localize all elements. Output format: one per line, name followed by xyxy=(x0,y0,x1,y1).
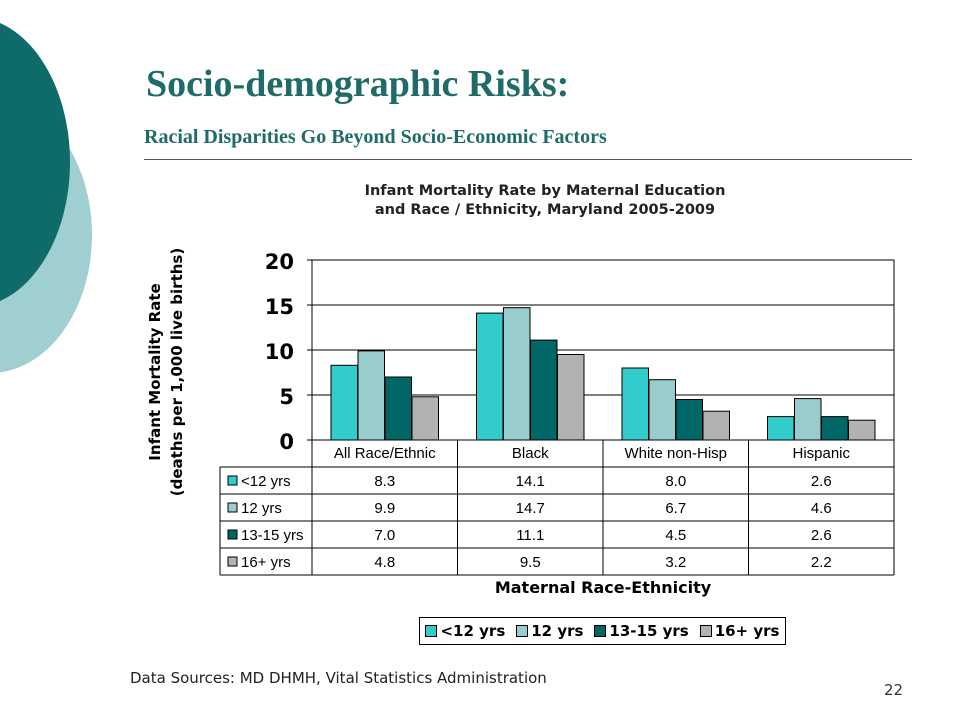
bar xyxy=(848,419,876,441)
legend-item-12: 12 yrs xyxy=(516,622,583,640)
table-value: 9.9 xyxy=(374,500,395,517)
legend-swatch xyxy=(425,625,438,637)
chart-legend: <12 yrs 12 yrs 13-15 yrs 16+ yrs xyxy=(419,617,786,645)
legend-item-16-plus: 16+ yrs xyxy=(699,622,780,640)
table-value: 2.6 xyxy=(811,473,832,490)
y-tick-label: 10 xyxy=(265,340,294,364)
bar xyxy=(503,307,531,441)
x-axis-label: Maternal Race-Ethnicity xyxy=(494,578,712,597)
table-value: 14.7 xyxy=(516,500,545,517)
legend-label: 13-15 yrs xyxy=(609,622,689,640)
legend-swatch xyxy=(516,625,529,637)
table-legend-swatch xyxy=(227,556,238,567)
table-value: 8.0 xyxy=(665,473,686,490)
legend-item-13-15: 13-15 yrs xyxy=(594,622,689,640)
title-divider xyxy=(144,159,912,160)
y-tick-label: 20 xyxy=(265,250,294,274)
bar xyxy=(330,364,358,441)
slide-title: Socio-demographic Risks: xyxy=(146,63,570,105)
bar xyxy=(411,396,439,441)
legend-swatch xyxy=(699,625,712,637)
table-value: 6.7 xyxy=(665,500,686,517)
table-series-label: <12 yrs xyxy=(241,473,291,490)
chart-title-line-2: and Race / Ethnicity, Maryland 2005-2009 xyxy=(374,202,716,218)
bar xyxy=(702,410,730,441)
category-label: All Race/Ethnic xyxy=(334,445,436,462)
bar xyxy=(621,367,649,441)
table-value: 2.2 xyxy=(811,554,832,571)
table-value: 9.5 xyxy=(520,554,541,571)
decor-circle-dark xyxy=(0,23,70,301)
table-value: 8.3 xyxy=(374,473,395,490)
bar xyxy=(648,379,676,441)
bar xyxy=(794,398,822,441)
bar xyxy=(675,399,703,441)
bar xyxy=(767,416,795,441)
y-tick-label: 5 xyxy=(279,385,294,409)
slide-subtitle: Racial Disparities Go Beyond Socio-Econo… xyxy=(144,126,607,148)
legend-label: 16+ yrs xyxy=(714,622,780,640)
data-source-note: Data Sources: MD DHMH, Vital Statistics … xyxy=(130,669,547,687)
y-axis-label-line-1: Infant Mortality Rate xyxy=(146,283,164,461)
bar xyxy=(821,416,849,441)
table-value: 3.2 xyxy=(665,554,686,571)
category-label: Black xyxy=(512,445,549,462)
table-series-label: 16+ yrs xyxy=(241,554,291,571)
bar xyxy=(557,354,585,441)
chart-title: Infant Mortality Rate by Maternal Educat… xyxy=(300,182,790,220)
table-legend-swatch xyxy=(227,502,238,513)
legend-label: 12 yrs xyxy=(531,622,584,640)
table-legend-swatch xyxy=(227,529,238,540)
table-series-label: 13-15 yrs xyxy=(241,527,304,544)
category-label: White non-Hisp xyxy=(624,445,727,462)
table-value: 2.6 xyxy=(811,527,832,544)
y-axis-label-line-2: (deaths per 1,000 live births) xyxy=(168,247,186,497)
table-value: 4.6 xyxy=(811,500,832,517)
chart-title-line-1: Infant Mortality Rate by Maternal Educat… xyxy=(364,183,726,199)
table-value: 11.1 xyxy=(516,527,544,544)
bar xyxy=(476,312,504,441)
y-tick-label: 15 xyxy=(265,295,294,319)
y-tick-label: 0 xyxy=(279,430,294,454)
table-value: 4.8 xyxy=(374,554,395,571)
table-value: 7.0 xyxy=(374,527,395,544)
table-legend-swatch xyxy=(227,475,238,486)
category-label: Hispanic xyxy=(792,445,850,462)
legend-label: <12 yrs xyxy=(440,622,506,640)
y-axis-label: Infant Mortality Rate (deaths per 1,000 … xyxy=(144,207,188,537)
table-value: 4.5 xyxy=(665,527,686,544)
bar xyxy=(384,376,412,441)
table-series-label: 12 yrs xyxy=(241,500,282,517)
page-number: 22 xyxy=(884,681,904,699)
legend-item-under-12: <12 yrs xyxy=(425,622,505,640)
bar xyxy=(357,350,385,441)
bar xyxy=(530,339,558,441)
table-value: 14.1 xyxy=(516,473,545,490)
legend-swatch xyxy=(594,625,607,637)
